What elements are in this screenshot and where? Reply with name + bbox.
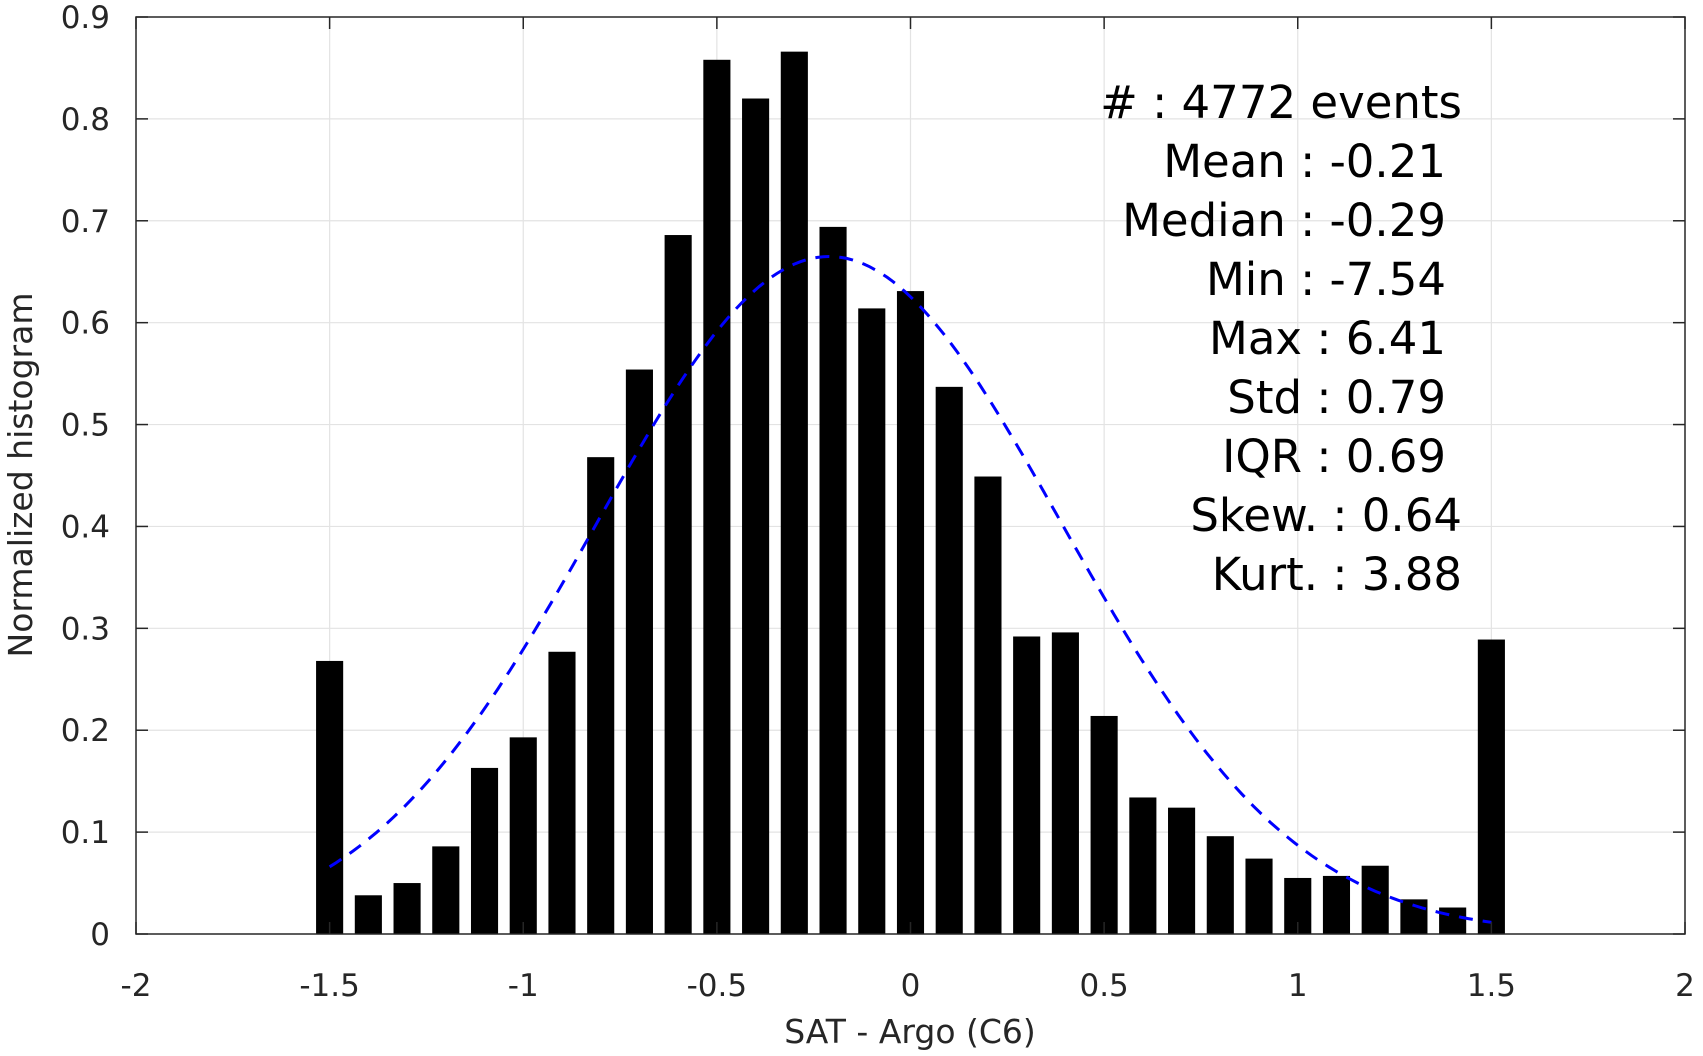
histogram-bar — [470, 767, 499, 934]
histogram-bar — [780, 51, 808, 935]
x-tick-labels: -2 -1.5 -1 -0.5 0 0.5 1 1.5 2 — [121, 968, 1695, 1004]
x-tick-label: 1 — [1288, 968, 1308, 1004]
gaussian-fit-curve — [328, 254, 1492, 924]
histogram-bar — [1477, 639, 1505, 934]
stats-line: IQR : 0.69 — [1222, 430, 1446, 483]
y-tick-label: 0.7 — [61, 204, 110, 240]
y-tick-label: 0.8 — [61, 102, 110, 138]
axis-ticks — [135, 16, 1686, 935]
y-tick-label: 0.1 — [61, 815, 110, 851]
x-axis-label: SAT - Argo (C6) — [784, 1012, 1036, 1051]
histogram-bar — [819, 226, 847, 934]
histogram-bar — [858, 308, 886, 934]
histogram-bar — [432, 846, 460, 934]
statistics-annotation: # : 4772 events Mean : -0.21 Median : -0.2… — [1100, 76, 1462, 601]
histogram-bar — [935, 386, 963, 934]
histogram-bar — [1439, 907, 1467, 934]
stats-line: Mean : -0.21 — [1163, 135, 1446, 188]
histogram-bar — [509, 737, 537, 934]
histogram-bar — [587, 457, 615, 934]
y-axis-label: Normalized histogram — [1, 293, 40, 658]
histogram-bar — [1051, 632, 1079, 934]
x-tick-label: 0.5 — [1079, 968, 1128, 1004]
histogram-bar — [1013, 636, 1041, 934]
x-tick-label: -2 — [121, 968, 152, 1004]
stats-line: # : 4772 events — [1100, 76, 1462, 129]
x-tick-label: 2 — [1675, 968, 1695, 1004]
histogram-bar — [1090, 715, 1118, 934]
y-tick-label: 0.2 — [61, 713, 110, 749]
stats-line: Skew. : 0.64 — [1190, 489, 1462, 542]
histogram-bar — [316, 660, 344, 934]
y-tick-label: 0.4 — [61, 509, 110, 545]
histogram-bar — [1206, 836, 1234, 934]
stats-line: Min : -7.54 — [1206, 253, 1446, 306]
y-tick-labels: 0 0.1 0.2 0.3 0.4 0.5 0.6 0.7 0.8 0.9 — [61, 0, 110, 953]
x-tick-label: -0.5 — [687, 968, 748, 1004]
histogram-bar — [974, 476, 1002, 934]
stats-line: Median : -0.29 — [1122, 194, 1446, 247]
histogram-bar — [1361, 865, 1389, 934]
stats-line: Max : 6.41 — [1209, 312, 1446, 365]
histogram-bars — [316, 51, 1505, 935]
y-tick-label: 0.3 — [61, 611, 110, 647]
stats-line: Kurt. : 3.88 — [1212, 548, 1462, 601]
y-tick-label: 0.9 — [61, 0, 110, 36]
histogram-bar — [742, 98, 770, 934]
histogram-bar — [1322, 875, 1351, 934]
histogram-bar — [393, 883, 421, 934]
histogram-bar — [1129, 797, 1157, 934]
x-tick-label: -1 — [508, 968, 539, 1004]
x-tick-label: 0 — [901, 968, 921, 1004]
histogram-bar — [354, 895, 382, 934]
x-tick-label: 1.5 — [1467, 968, 1516, 1004]
histogram-bar — [703, 59, 731, 934]
y-tick-label: 0.5 — [61, 408, 110, 444]
histogram-bar — [1245, 858, 1273, 934]
histogram-bar — [548, 651, 576, 934]
histogram-bar — [625, 369, 653, 935]
stats-line: Std : 0.79 — [1227, 371, 1446, 424]
histogram-bar — [664, 235, 692, 934]
histogram-bar — [1168, 807, 1196, 934]
histogram-bar — [896, 291, 925, 934]
x-tick-label: -1.5 — [299, 968, 360, 1004]
y-tick-label: 0.6 — [61, 306, 110, 342]
y-tick-label: 0 — [90, 917, 110, 953]
